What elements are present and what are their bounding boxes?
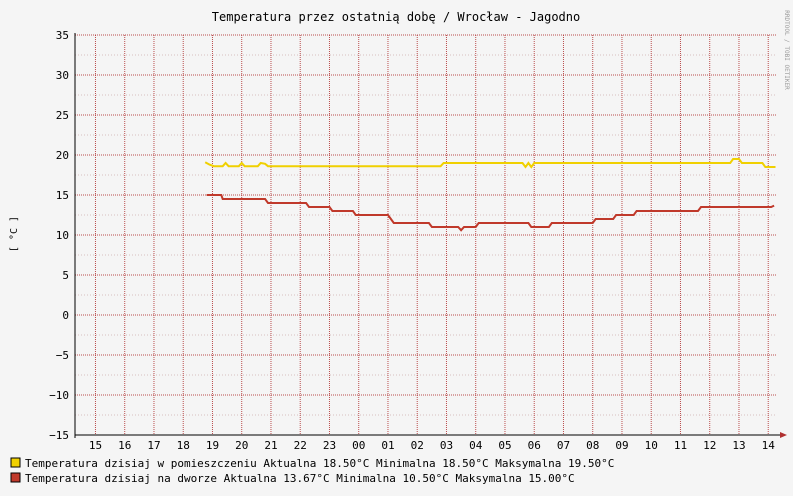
chart-title: Temperatura przez ostatnią dobę / Wrocła… — [212, 10, 580, 24]
watermark: RRDTOOL / TOBI OETIKER — [783, 10, 790, 90]
y-tick-label: 30 — [56, 69, 69, 82]
y-tick-label: 25 — [56, 109, 69, 122]
series-lines — [204, 158, 776, 232]
x-tick-label: 19 — [206, 439, 219, 452]
series-line — [204, 158, 776, 169]
x-tick-label: 23 — [323, 439, 336, 452]
x-tick-label: 11 — [674, 439, 687, 452]
x-tick-label: 15 — [89, 439, 102, 452]
x-tick-label: 21 — [264, 439, 277, 452]
y-tick-label: 0 — [62, 309, 69, 322]
grid — [75, 34, 777, 436]
y-tick-label: 10 — [56, 229, 69, 242]
x-tick-label: 04 — [469, 439, 483, 452]
x-tick-label: 02 — [411, 439, 424, 452]
x-tick-label: 13 — [732, 439, 745, 452]
y-tick-label: 15 — [56, 189, 69, 202]
legend-swatch — [10, 457, 21, 468]
tick-labels: 35 30 25 20 15 10 5 0 −5 −10 −15 15 16 17 18 19 20 21 22 23… — [49, 29, 775, 452]
x-tick-label: 00 — [352, 439, 365, 452]
x-tick-label: 12 — [703, 439, 716, 452]
x-tick-label: 17 — [147, 439, 160, 452]
x-tick-label: 06 — [528, 439, 541, 452]
x-tick-label: 20 — [235, 439, 248, 452]
x-tick-label: 08 — [586, 439, 599, 452]
y-axis-label: [ °C ] — [9, 216, 20, 252]
x-tick-label: 05 — [498, 439, 511, 452]
x-tick-label: 22 — [294, 439, 307, 452]
x-tick-label: 10 — [645, 439, 658, 452]
y-tick-label: −15 — [49, 429, 69, 442]
y-tick-label: 20 — [56, 149, 69, 162]
x-tick-label: 18 — [177, 439, 190, 452]
legend-label: Temperatura dzisiaj na dworze Aktualna 1… — [25, 472, 575, 485]
legend-swatch — [10, 472, 21, 483]
x-tick-label: 16 — [118, 439, 131, 452]
x-axis-arrow — [780, 432, 787, 438]
x-tick-label: 03 — [440, 439, 453, 452]
series-line — [206, 194, 775, 232]
y-tick-label: −10 — [49, 389, 69, 402]
x-tick-label: 01 — [381, 439, 394, 452]
legend-label: Temperatura dzisiaj w pomieszczeniu Aktu… — [25, 457, 614, 470]
legend: Temperatura dzisiaj w pomieszczeniu Aktu… — [10, 457, 614, 485]
y-tick-label: 5 — [62, 269, 69, 282]
x-tick-label: 07 — [557, 439, 570, 452]
axes — [74, 33, 787, 438]
x-tick-label: 09 — [615, 439, 628, 452]
y-tick-label: 35 — [56, 29, 69, 42]
y-tick-label: −5 — [56, 349, 69, 362]
x-tick-label: 14 — [762, 439, 776, 452]
